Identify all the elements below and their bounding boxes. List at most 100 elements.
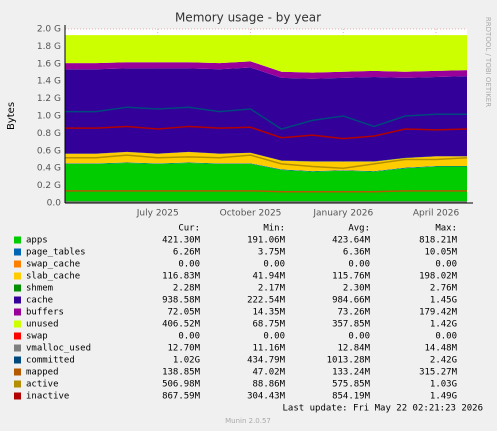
legend-swatch: [14, 368, 21, 376]
legend-value: 12.70M: [167, 344, 200, 354]
legend-swatch: [14, 320, 21, 328]
legend-swatch: [14, 272, 21, 280]
area-layer: [65, 151, 467, 162]
legend-label: swap_cache: [26, 260, 80, 270]
legend-column-header: Min:: [263, 224, 285, 234]
legend-value: 0.00: [263, 260, 285, 270]
line-series: [65, 190, 467, 193]
legend-label: apps: [26, 236, 48, 246]
area-layer: [65, 162, 467, 203]
legend-value: 12.84M: [337, 344, 370, 354]
legend-swatch: [14, 308, 21, 316]
x-tick-label: October 2025: [220, 209, 282, 219]
legend-value: 11.16M: [252, 344, 285, 354]
legend-column-header: Cur:: [178, 224, 200, 234]
y-tick-label: 1.0 G: [37, 112, 61, 122]
legend-value: 1.02G: [173, 356, 200, 366]
legend-value: 423.64M: [332, 236, 371, 246]
legend-value: 984.66M: [332, 296, 371, 306]
legend-swatch: [14, 380, 21, 388]
legend-label: slab_cache: [26, 272, 80, 282]
y-tick-label: 0.2 G: [37, 181, 61, 191]
legend-value: 138.85M: [162, 368, 201, 378]
legend-value: 421.30M: [162, 236, 201, 246]
line-series: [65, 154, 468, 169]
legend-swatch: [14, 248, 21, 256]
legend-label: vmalloc_used: [26, 344, 91, 354]
legend-value: 88.86M: [252, 380, 285, 390]
y-tick-label: 1.4 G: [37, 77, 61, 87]
legend-label: committed: [26, 356, 75, 366]
line-series: [65, 125, 468, 140]
legend-label: unused: [26, 320, 59, 330]
legend-value: 191.06M: [247, 236, 286, 246]
legend-value: 14.35M: [252, 308, 285, 318]
legend-value: 10.05M: [424, 248, 457, 258]
legend-swatch: [14, 284, 21, 292]
legend-value: 72.05M: [167, 308, 200, 318]
legend-swatch: [14, 392, 21, 400]
legend-value: 406.52M: [162, 320, 201, 330]
area-layer: [65, 162, 467, 172]
legend-value: 2.42G: [430, 356, 457, 366]
legend-value: 68.75M: [252, 320, 285, 330]
legend-value: 115.76M: [332, 272, 371, 282]
area-layer: [65, 67, 467, 162]
y-tick-label: 1.6 G: [37, 59, 61, 69]
last-update: Last update: Fri May 22 02:21:23 2026: [283, 404, 483, 414]
y-tick-label: 1.2 G: [37, 94, 61, 104]
legend-value: 3.75M: [258, 248, 286, 258]
legend-value: 1013.28M: [327, 356, 371, 366]
legend-value: 1.49G: [430, 392, 457, 402]
legend-label: mapped: [26, 368, 59, 378]
x-tick-label: January 2026: [312, 209, 373, 219]
legend-swatch: [14, 296, 21, 304]
y-tick-label: 0.6 G: [37, 146, 61, 156]
legend-value: 0.00: [348, 260, 370, 270]
legend-value: 116.83M: [162, 272, 201, 282]
x-tick-label: July 2025: [136, 209, 179, 219]
legend-value: 0.00: [178, 260, 200, 270]
legend-label: active: [26, 380, 59, 390]
legend-label: inactive: [26, 392, 69, 402]
legend-swatch: [14, 356, 21, 364]
legend-value: 0.00: [435, 260, 457, 270]
legend-value: 2.28M: [173, 284, 201, 294]
legend-value: 133.24M: [332, 368, 371, 378]
legend-column-header: Max:: [435, 224, 457, 234]
legend-value: 1.45G: [430, 296, 457, 306]
legend-value: 0.00: [178, 332, 200, 342]
legend-value: 506.98M: [162, 380, 201, 390]
legend-value: 14.48M: [424, 344, 457, 354]
y-tick-label: 1.8 G: [37, 42, 61, 52]
legend-value: 434.79M: [247, 356, 286, 366]
legend-value: 0.00: [263, 332, 285, 342]
legend-value: 938.58M: [162, 296, 201, 306]
legend-value: 222.54M: [247, 296, 286, 306]
legend-value: 2.76M: [430, 284, 458, 294]
y-axis-label: Bytes: [6, 102, 17, 130]
legend-label: shmem: [26, 284, 53, 294]
legend-value: 1.03G: [430, 380, 457, 390]
legend-value: 6.26M: [173, 248, 201, 258]
y-tick-label: 0.0: [47, 199, 62, 209]
legend-swatch: [14, 332, 21, 340]
legend-value: 818.21M: [419, 236, 458, 246]
legend-value: 304.43M: [247, 392, 286, 402]
legend-value: 357.85M: [332, 320, 371, 330]
legend-value: 1.42G: [430, 320, 457, 330]
legend-value: 6.36M: [343, 248, 371, 258]
legend-value: 47.02M: [252, 368, 285, 378]
legend-value: 867.59M: [162, 392, 201, 402]
legend-label: page_tables: [26, 248, 86, 258]
legend-label: cache: [26, 296, 53, 306]
legend-swatch: [14, 236, 21, 244]
legend-value: 2.17M: [258, 284, 286, 294]
line-series: [65, 106, 467, 130]
legend-value: 41.94M: [252, 272, 285, 282]
legend-value: 575.85M: [332, 380, 371, 390]
legend-label: swap: [26, 332, 48, 342]
chart-title: Memory usage - by year: [175, 11, 321, 25]
